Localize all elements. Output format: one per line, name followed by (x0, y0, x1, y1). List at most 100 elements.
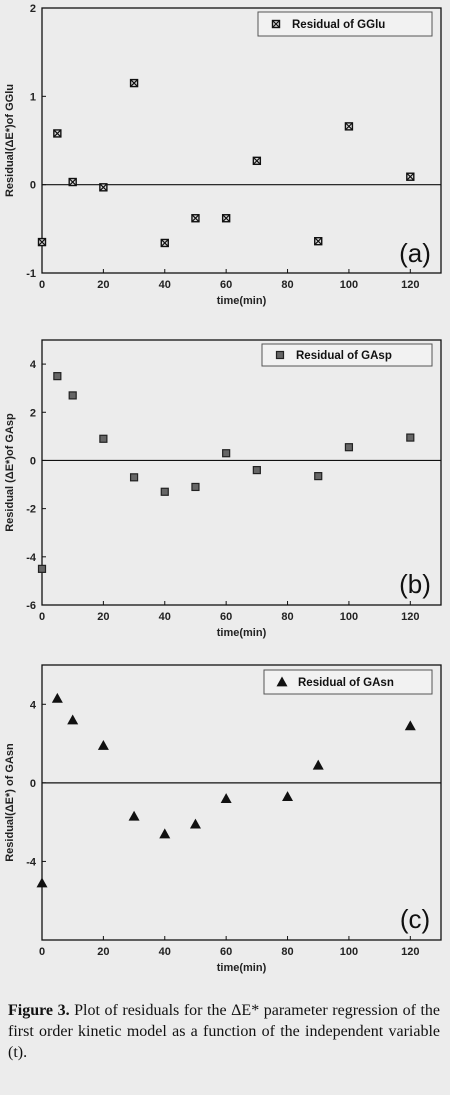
legend: Residual of GAsn (263, 669, 433, 695)
data-point (252, 156, 262, 166)
x-axis-label: time(min) (217, 627, 267, 639)
data-point (36, 877, 48, 888)
chart-panel-2: 0 20 40 60 80 100 120 -6 -4 -2 0 2 4 time(min) Residua… (4, 339, 442, 639)
legend-box (257, 11, 433, 37)
legend-box (261, 343, 433, 367)
x-tick-label: 0 (39, 946, 45, 958)
data-point (404, 720, 416, 731)
y-tick-label: 0 (30, 180, 36, 192)
legend-marker (276, 676, 288, 687)
y-tick-label: 2 (30, 407, 36, 419)
data-point (314, 472, 323, 481)
data-point (160, 487, 169, 496)
data-point (37, 237, 47, 247)
data-point (128, 810, 140, 821)
legend-label: Residual of GAsp (296, 350, 392, 362)
data-point (314, 236, 323, 246)
data-point (406, 172, 415, 181)
data-point (312, 759, 324, 770)
data-point (129, 78, 139, 88)
marker-cross (191, 214, 200, 223)
figure-panels: 0 20 40 60 80 100 120-1012time(min)Residual(ΔE… (4, 3, 442, 974)
x-axis-label: time(min) (217, 962, 267, 974)
x-tick-label: 20 (97, 946, 109, 958)
y-tick-label: 4 (30, 699, 37, 711)
x-tick-label: 120 (401, 611, 419, 623)
data-point (191, 482, 200, 492)
legend: Residual of GAsp (261, 343, 433, 367)
legend-marker (271, 19, 281, 29)
data-point (67, 714, 79, 725)
marker-cross (222, 214, 231, 223)
x-axis-label: time(min) (217, 295, 267, 307)
data-point (129, 473, 139, 482)
legend: Residual of GGlu (257, 11, 433, 37)
data-point (68, 391, 77, 400)
data-point (344, 122, 354, 131)
y-tick-label: 4 (30, 359, 37, 371)
x-tick-label: 20 (97, 279, 109, 291)
plot-frame (41, 664, 442, 941)
data-point (68, 177, 77, 187)
y-tick-label: 0 (30, 455, 36, 467)
y-tick-label: 1 (30, 91, 36, 103)
x-tick-label: 40 (159, 279, 171, 291)
x-tick-label: 100 (340, 279, 358, 291)
data-point (252, 465, 261, 475)
data-point (282, 791, 294, 802)
x-tick-label: 120 (401, 279, 419, 291)
y-tick-label: -1 (26, 268, 36, 280)
data-point (191, 214, 200, 223)
x-tick-label: 60 (220, 946, 232, 958)
data-point (51, 692, 63, 703)
y-tick-label: 0 (30, 778, 36, 790)
y-tick-label: 2 (30, 3, 36, 15)
data-point (344, 443, 354, 452)
marker-cross (344, 122, 353, 131)
marker-cross (406, 172, 415, 181)
x-tick-label: 80 (281, 946, 293, 958)
marker-cross (272, 20, 280, 28)
legend-marker (275, 350, 285, 360)
y-axis-label: Residual(ΔE*)of GGlu (4, 84, 16, 197)
data-point (53, 129, 62, 138)
legend-label: Residual of GAsn (298, 677, 394, 689)
data-point (189, 818, 201, 829)
chart-panel-3: 0 20 40 60 80 100 120 -4 0 4 time(min) Residual(ΔE*… (4, 664, 442, 974)
data-point (221, 214, 231, 223)
figure-caption: Figure 3. Plot of residuals for the ΔE* … (8, 1000, 440, 1063)
y-tick-label: -4 (26, 552, 37, 564)
legend-box (263, 669, 433, 695)
data-point (406, 433, 415, 442)
marker-cross (160, 239, 169, 247)
caption-label: Figure 3. (8, 1002, 70, 1019)
panel-label: (c) (400, 904, 430, 934)
marker-cross (38, 238, 46, 247)
x-tick-label: 80 (281, 279, 293, 291)
data-point (99, 434, 108, 443)
marker-cross (130, 79, 139, 88)
data-point (160, 238, 169, 248)
marker-cross (314, 237, 323, 246)
x-tick-label: 100 (340, 611, 358, 623)
plot-frame (41, 339, 442, 606)
legend-label: Residual of GGlu (292, 19, 385, 31)
y-tick-label: -6 (26, 600, 36, 612)
x-tick-label: 40 (159, 611, 171, 623)
x-tick-label: 0 (39, 611, 45, 623)
x-tick-label: 80 (281, 611, 293, 623)
data-point (159, 828, 171, 839)
y-axis-label: Residual (ΔE*)of GAsp (4, 413, 16, 532)
chart-panel-1: 0 20 40 60 80 100 120-1012time(min)Residual(ΔE… (4, 3, 442, 307)
data-point (222, 449, 231, 458)
data-point (220, 793, 232, 803)
x-tick-label: 20 (97, 611, 109, 623)
y-tick-label: -2 (26, 504, 36, 516)
y-tick-label: -4 (26, 856, 37, 868)
panel-label: (b) (399, 569, 431, 599)
marker-cross (252, 156, 261, 165)
x-tick-label: 100 (340, 946, 358, 958)
x-tick-label: 120 (401, 946, 419, 958)
marker-cross (68, 178, 77, 186)
marker-cross (53, 129, 62, 138)
